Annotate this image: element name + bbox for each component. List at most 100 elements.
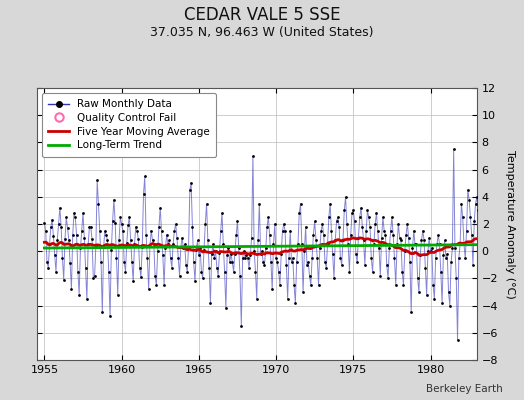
Point xyxy=(97,259,105,265)
Point xyxy=(151,272,159,279)
Text: CEDAR VALE 5 SSE: CEDAR VALE 5 SSE xyxy=(184,6,340,24)
Point xyxy=(389,232,397,238)
Point xyxy=(188,224,196,230)
Point xyxy=(383,262,391,268)
Point xyxy=(222,305,230,312)
Point xyxy=(384,275,392,282)
Point xyxy=(414,289,423,295)
Point xyxy=(48,217,56,223)
Point xyxy=(417,237,425,244)
Point xyxy=(238,255,247,261)
Point xyxy=(327,228,335,234)
Point xyxy=(101,228,109,234)
Point xyxy=(110,196,118,203)
Point xyxy=(427,248,435,254)
Point xyxy=(479,200,487,207)
Point xyxy=(140,173,149,180)
Point xyxy=(391,282,400,288)
Point xyxy=(407,309,416,316)
Point xyxy=(313,255,321,261)
Point xyxy=(438,300,446,306)
Point xyxy=(252,268,260,275)
Point xyxy=(214,272,222,279)
Point xyxy=(461,255,470,261)
Point xyxy=(170,228,179,234)
Point xyxy=(228,259,236,265)
Point xyxy=(164,241,172,248)
Point xyxy=(323,241,332,248)
Point xyxy=(472,200,480,207)
Point xyxy=(138,244,146,250)
Point xyxy=(305,272,314,279)
Point xyxy=(315,245,324,252)
Point xyxy=(269,241,278,248)
Point xyxy=(363,207,372,214)
Point xyxy=(241,255,249,261)
Point xyxy=(372,210,380,216)
Point xyxy=(202,200,211,207)
Point xyxy=(194,252,203,258)
Point xyxy=(185,187,194,193)
Point xyxy=(366,224,374,230)
Point xyxy=(280,221,288,227)
Point xyxy=(119,228,127,234)
Point xyxy=(225,259,234,265)
Point xyxy=(484,255,493,261)
Point xyxy=(147,228,156,234)
Point xyxy=(143,255,151,261)
Point xyxy=(368,268,377,275)
Point xyxy=(339,237,347,244)
Point xyxy=(242,252,250,258)
Point xyxy=(192,247,201,253)
Point xyxy=(100,244,108,250)
Point xyxy=(413,275,422,282)
Point xyxy=(453,336,462,343)
Point xyxy=(483,228,492,234)
Point xyxy=(161,245,170,252)
Point xyxy=(428,245,436,252)
Point xyxy=(397,237,405,244)
Point xyxy=(210,255,219,261)
Point xyxy=(336,255,345,261)
Point xyxy=(213,264,221,271)
Point xyxy=(245,264,253,271)
Point xyxy=(358,224,366,230)
Point xyxy=(370,241,378,248)
Point xyxy=(346,232,355,238)
Point xyxy=(78,228,86,234)
Point xyxy=(325,214,333,220)
Point xyxy=(286,228,294,234)
Point xyxy=(380,228,388,234)
Text: Berkeley Earth: Berkeley Earth xyxy=(427,384,503,394)
Point xyxy=(351,218,359,224)
Point xyxy=(314,282,323,288)
Point xyxy=(385,245,394,252)
Point xyxy=(442,255,450,261)
Point xyxy=(171,221,180,227)
Point xyxy=(49,233,58,240)
Point xyxy=(67,286,75,292)
Point xyxy=(123,240,131,246)
Point xyxy=(445,302,454,309)
Point xyxy=(260,262,269,268)
Point xyxy=(434,232,442,238)
Point xyxy=(166,255,174,261)
Point xyxy=(447,259,455,265)
Point xyxy=(450,146,458,152)
Point xyxy=(237,323,246,329)
Point xyxy=(357,204,365,211)
Point xyxy=(379,214,387,220)
Point xyxy=(486,214,494,220)
Point xyxy=(103,237,112,244)
Point xyxy=(75,292,83,298)
Point xyxy=(462,228,471,234)
Point xyxy=(476,248,485,254)
Point xyxy=(160,282,168,288)
Point xyxy=(259,259,267,265)
Point xyxy=(139,191,148,197)
Point xyxy=(156,204,165,211)
Point xyxy=(464,187,472,193)
Point xyxy=(452,275,461,282)
Point xyxy=(173,234,181,241)
Point xyxy=(184,244,193,250)
